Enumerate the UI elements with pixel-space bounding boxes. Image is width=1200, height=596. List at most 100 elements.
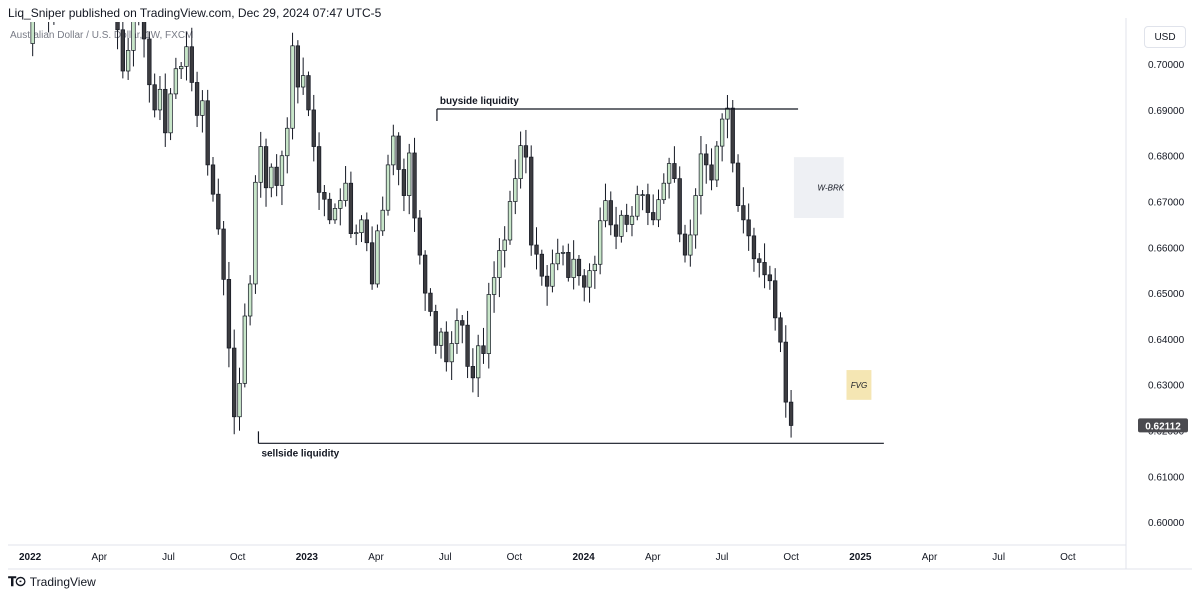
candle-body bbox=[189, 46, 194, 83]
candle-body bbox=[709, 164, 714, 181]
footer-brand: 𝐓☉ TradingView bbox=[8, 574, 96, 590]
candle-body bbox=[587, 270, 592, 288]
candle-body bbox=[269, 166, 274, 189]
zone-label-fvg: FVG bbox=[851, 381, 867, 390]
x-tick-label: Jul bbox=[992, 552, 1005, 563]
candle-body bbox=[311, 109, 316, 147]
last-price-tag bbox=[1138, 418, 1188, 433]
candle-body bbox=[470, 366, 476, 379]
candle-body bbox=[258, 146, 263, 183]
candle-body bbox=[147, 38, 152, 86]
candles-group bbox=[30, 0, 794, 438]
candle-body bbox=[704, 153, 709, 166]
candle-body bbox=[137, 2, 141, 16]
currency-button[interactable]: USD bbox=[1144, 26, 1186, 48]
y-tick-label: 0.69000 bbox=[1148, 106, 1185, 117]
y-tick-label: 0.64000 bbox=[1148, 335, 1185, 346]
tradingview-logo-icon: 𝐓☉ bbox=[8, 574, 26, 589]
candle-body bbox=[184, 46, 189, 67]
x-tick-label: Oct bbox=[230, 552, 246, 563]
candle-body bbox=[725, 107, 730, 120]
candle-body bbox=[661, 182, 666, 201]
candle-body bbox=[592, 263, 598, 272]
candle-body bbox=[682, 233, 688, 256]
candle-body bbox=[232, 347, 237, 418]
y-tick-label: 0.65000 bbox=[1148, 289, 1185, 300]
candle-body bbox=[375, 230, 380, 285]
y-tick-label: 0.67000 bbox=[1148, 198, 1185, 209]
candle-body bbox=[571, 258, 576, 278]
y-tick-label: 0.60000 bbox=[1148, 518, 1185, 529]
candle-body bbox=[327, 198, 332, 221]
candle-body bbox=[751, 235, 757, 260]
candle-body bbox=[338, 200, 343, 209]
candle-body bbox=[788, 401, 794, 426]
x-tick-label: Oct bbox=[1060, 552, 1076, 563]
candle-body bbox=[486, 294, 491, 354]
candle-body bbox=[523, 145, 529, 158]
candle-body bbox=[613, 224, 619, 237]
candle-body bbox=[407, 152, 412, 196]
candle-body bbox=[693, 195, 698, 236]
y-tick-label: 0.63000 bbox=[1148, 381, 1185, 392]
candle-body bbox=[444, 331, 449, 363]
publish-info: Liq_Sniper published on TradingView.com,… bbox=[8, 6, 382, 20]
y-tick-label: 0.61000 bbox=[1148, 472, 1185, 483]
candle-body bbox=[454, 320, 460, 344]
candle-body bbox=[598, 220, 603, 265]
candle-body bbox=[179, 66, 184, 70]
candle-body bbox=[173, 68, 179, 95]
zone-box-w-brk bbox=[793, 157, 844, 219]
candle-body bbox=[385, 164, 391, 211]
candle-body bbox=[767, 274, 773, 282]
candle-body bbox=[762, 262, 767, 276]
candle-body bbox=[210, 164, 216, 195]
candle-body bbox=[422, 254, 428, 294]
y-tick-label: 0.70000 bbox=[1148, 60, 1185, 71]
candle-body bbox=[30, 22, 35, 44]
candle-body bbox=[295, 45, 301, 88]
candle-body bbox=[576, 258, 582, 277]
candle-body bbox=[666, 163, 672, 184]
candle-body bbox=[401, 169, 407, 196]
candle-body bbox=[152, 84, 157, 111]
candle-body bbox=[221, 228, 226, 280]
candle-body bbox=[316, 146, 322, 193]
x-tick-label: 2023 bbox=[296, 552, 319, 563]
candle-body bbox=[157, 88, 163, 111]
candle-body bbox=[168, 93, 173, 134]
zone-label-w-brk: W-BRK bbox=[818, 184, 845, 193]
candle-body bbox=[560, 252, 566, 254]
candle-body bbox=[688, 234, 693, 256]
candle-body bbox=[274, 166, 279, 186]
candle-body bbox=[698, 153, 704, 196]
candle-body bbox=[343, 182, 348, 201]
candle-body bbox=[125, 50, 131, 72]
candle-body bbox=[120, 29, 125, 72]
candle-body bbox=[354, 232, 359, 235]
candle-body bbox=[539, 253, 544, 277]
candle-body bbox=[555, 252, 560, 265]
candle-body bbox=[237, 382, 242, 418]
symbol-title: Australian Dollar / U.S. Dollar, 1W, FXC… bbox=[10, 30, 194, 41]
candle-body bbox=[449, 343, 454, 363]
candle-body bbox=[783, 341, 788, 403]
candle-body bbox=[433, 311, 438, 346]
candle-body bbox=[364, 219, 369, 244]
candle-body bbox=[624, 214, 629, 225]
candle-body bbox=[719, 118, 725, 147]
candle-body bbox=[141, 22, 147, 40]
candle-body bbox=[380, 209, 385, 232]
candle-body bbox=[205, 100, 210, 166]
candle-body bbox=[332, 208, 338, 221]
candle-body bbox=[263, 146, 269, 189]
candle-body bbox=[672, 163, 677, 179]
candle-body bbox=[778, 317, 783, 343]
candle-body bbox=[640, 194, 645, 197]
candle-body bbox=[629, 215, 635, 225]
candle-body bbox=[438, 331, 444, 346]
label-sellside-liquidity: sellside liquidity bbox=[261, 448, 339, 459]
candle-body bbox=[502, 239, 507, 251]
candle-body bbox=[110, 0, 114, 2]
